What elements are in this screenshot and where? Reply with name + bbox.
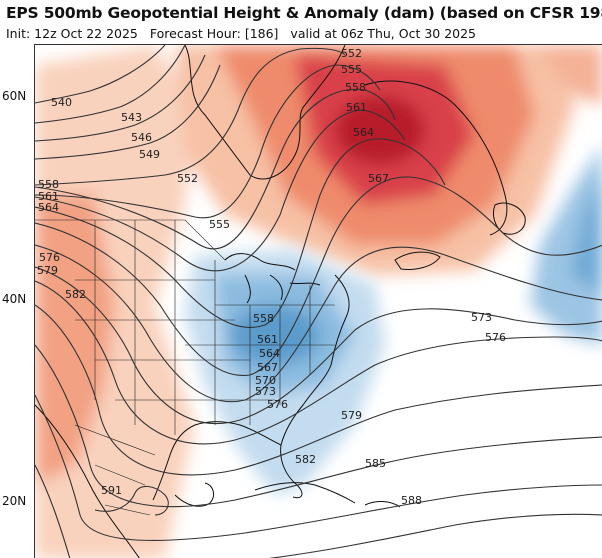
contour-label-558-west: 558: [38, 178, 59, 191]
state-lines-horizontal: [75, 279, 335, 401]
contour-543: [35, 45, 186, 124]
contour-567: [35, 176, 602, 376]
contour-label-546: 546: [131, 131, 152, 144]
contour-label-570: 570: [255, 374, 276, 387]
chart-subtitle: Init: 12z Oct 22 2025 Forecast Hour: [18…: [6, 26, 484, 41]
contour-label-579-west: 579: [37, 264, 58, 277]
mexico-west-coast: [35, 404, 140, 558]
valid-time: valid at 06z Thu, Oct 30 2025: [290, 26, 477, 41]
contour-546: [35, 54, 206, 142]
contour-549: [35, 64, 221, 160]
contour-label-561-trough: 561: [257, 333, 278, 346]
mexico-states: [74, 424, 156, 516]
contour-label-567-north: 567: [368, 172, 389, 185]
contour-label-552-north: 552: [341, 47, 362, 60]
negative-anomaly-core: [230, 305, 320, 365]
map-svg: 540 543 546 549 552 552 555 555 558 558 …: [35, 45, 602, 558]
lat-label-40n: 40N: [2, 292, 27, 306]
contour-540: [35, 45, 166, 104]
labrador-coast: [364, 80, 508, 236]
cuba: [254, 482, 356, 504]
contour-573: [35, 266, 602, 425]
newfoundland: [492, 202, 526, 235]
contour-label-573-east: 573: [471, 311, 492, 324]
contour-label-561-north: 561: [346, 101, 367, 114]
us-canada-border: [35, 219, 226, 261]
yucatan: [174, 482, 215, 507]
contour-588: [35, 464, 602, 558]
contour-label-576-west: 576: [39, 251, 60, 264]
great-lakes: [224, 253, 321, 304]
nova-scotia: [394, 251, 441, 270]
contour-564: [35, 138, 446, 328]
contour-555: [35, 64, 381, 219]
contour-label-585: 585: [365, 457, 386, 470]
lat-label-20n: 20N: [2, 494, 27, 508]
contour-label-549: 549: [139, 148, 160, 161]
forecast-hour: Forecast Hour: [186]: [149, 26, 279, 41]
hispaniola: [364, 501, 401, 508]
positive-anomaly-core: [335, 95, 425, 165]
positive-anomaly-east-strip: [535, 45, 602, 105]
contour-label-561-west: 561: [38, 190, 59, 203]
contour-label-543: 543: [121, 111, 142, 124]
political-boundaries: [35, 219, 335, 516]
contour-585: [35, 394, 602, 541]
contour-label-579-atlantic: 579: [341, 409, 362, 422]
contour-label-552-west: 552: [177, 172, 198, 185]
contour-label-564-west: 564: [38, 201, 59, 214]
init-time: Init: 12z Oct 22 2025: [6, 26, 138, 41]
contour-label-591: 591: [101, 484, 122, 497]
contour-label-573-trough: 573: [255, 385, 276, 398]
contour-label-555-lakes: 555: [209, 218, 230, 231]
lat-label-60n: 60N: [2, 89, 27, 103]
contour-label-555-north: 555: [341, 63, 362, 76]
contour-label-564-north: 564: [353, 126, 374, 139]
contour-label-588: 588: [401, 494, 422, 507]
contour-570: [35, 244, 602, 403]
contour-582: [35, 344, 602, 508]
contour-label-558-trough: 558: [253, 312, 274, 325]
negative-anomaly-atlantic: [530, 146, 602, 345]
contour-561: [35, 109, 406, 272]
contour-591: [94, 485, 169, 516]
contour-558: [35, 88, 396, 250]
hudson-bay-coast: [184, 45, 346, 180]
gulf-coast: [152, 421, 282, 501]
contour-576: [35, 280, 602, 445]
contour-label-582-west: 582: [65, 288, 86, 301]
contour-label-564-trough: 564: [259, 347, 280, 360]
contour-label-567-trough: 567: [257, 361, 278, 374]
chart-title: EPS 500mb Geopotential Height & Anomaly …: [6, 4, 602, 22]
negative-anomaly-atlantic-core: [570, 177, 602, 295]
contour-label-558-north: 558: [345, 81, 366, 94]
contour-579: [35, 304, 602, 476]
contour-labels: 540 543 546 549 552 552 555 555 558 558 …: [37, 47, 506, 507]
contour-552: [35, 47, 346, 186]
map-panel[interactable]: 540 543 546 549 552 552 555 555 558 558 …: [34, 44, 602, 558]
height-contours: [35, 45, 602, 558]
contour-label-576-trough: 576: [267, 398, 288, 411]
contour-label-582-florida: 582: [295, 453, 316, 466]
contour-label-540: 540: [51, 96, 72, 109]
contour-label-576-east: 576: [485, 331, 506, 344]
